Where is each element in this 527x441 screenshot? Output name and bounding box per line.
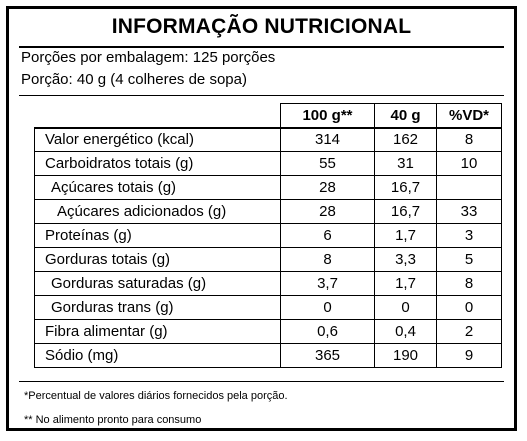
value-vd: 0	[436, 295, 502, 320]
title-divider	[19, 46, 504, 48]
value-100g: 314	[280, 127, 375, 152]
nutrient-name: Gorduras saturadas (g)	[34, 271, 281, 296]
footnote-daily-value: *Percentual de valores diários fornecido…	[24, 390, 288, 402]
nutrient-name: Gorduras trans (g)	[34, 295, 281, 320]
header-100g: 100 g**	[280, 103, 375, 129]
value-vd: 8	[436, 127, 502, 152]
table-row: Valor energético (kcal) 314 162 8	[34, 127, 502, 152]
header-40g: 40 g	[374, 103, 437, 129]
nutrient-name: Proteínas (g)	[34, 223, 281, 248]
value-vd: 5	[436, 247, 502, 272]
value-100g: 365	[280, 343, 375, 368]
nutrient-name: Sódio (mg)	[34, 343, 281, 368]
header-vd: %VD*	[436, 103, 502, 129]
value-100g: 8	[280, 247, 375, 272]
nutrient-name: Gorduras totais (g)	[34, 247, 281, 272]
table-header-row: 100 g** 40 g %VD*	[34, 103, 502, 129]
value-40g: 162	[374, 127, 437, 152]
value-40g: 16,7	[374, 175, 437, 200]
value-100g: 0,6	[280, 319, 375, 344]
value-vd	[436, 175, 502, 200]
value-100g: 28	[280, 175, 375, 200]
nutrient-name: Fibra alimentar (g)	[34, 319, 281, 344]
value-vd: 33	[436, 199, 502, 224]
value-40g: 1,7	[374, 271, 437, 296]
footnote-ready-to-eat: ** No alimento pronto para consumo	[24, 414, 202, 426]
table-row: Gorduras trans (g) 0 0 0	[34, 295, 502, 320]
value-vd: 3	[436, 223, 502, 248]
portion-size: Porção: 40 g (4 colheres de sopa)	[21, 71, 247, 88]
table-row: Proteínas (g) 6 1,7 3	[34, 223, 502, 248]
footnote-divider	[19, 381, 504, 382]
table-row: Sódio (mg) 365 190 9	[34, 343, 502, 368]
serving-divider	[19, 95, 504, 96]
nutrition-label: INFORMAÇÃO NUTRICIONAL Porções por embal…	[6, 6, 517, 431]
table-row: Açúcares totais (g) 28 16,7	[34, 175, 502, 200]
nutrient-name: Açúcares totais (g)	[34, 175, 281, 200]
value-vd: 2	[436, 319, 502, 344]
table-row: Gorduras totais (g) 8 3,3 5	[34, 247, 502, 272]
label-title: INFORMAÇÃO NUTRICIONAL	[111, 15, 412, 38]
value-vd: 10	[436, 151, 502, 176]
value-100g: 3,7	[280, 271, 375, 296]
nutrition-table: 100 g** 40 g %VD* Valor energético (kcal…	[34, 103, 502, 368]
value-40g: 16,7	[374, 199, 437, 224]
value-100g: 6	[280, 223, 375, 248]
value-40g: 1,7	[374, 223, 437, 248]
nutrient-name: Carboidratos totais (g)	[34, 151, 281, 176]
value-40g: 0	[374, 295, 437, 320]
value-100g: 28	[280, 199, 375, 224]
value-40g: 31	[374, 151, 437, 176]
nutrient-name: Açúcares adicionados (g)	[34, 199, 281, 224]
table-row: Açúcares adicionados (g) 28 16,7 33	[34, 199, 502, 224]
value-100g: 55	[280, 151, 375, 176]
table-row: Carboidratos totais (g) 55 31 10	[34, 151, 502, 176]
table-row: Fibra alimentar (g) 0,6 0,4 2	[34, 319, 502, 344]
value-40g: 3,3	[374, 247, 437, 272]
table-row: Gorduras saturadas (g) 3,7 1,7 8	[34, 271, 502, 296]
value-40g: 0,4	[374, 319, 437, 344]
servings-per-package: Porções por embalagem: 125 porções	[21, 49, 276, 66]
header-blank	[34, 103, 281, 129]
nutrient-name: Valor energético (kcal)	[34, 127, 281, 152]
value-vd: 9	[436, 343, 502, 368]
value-40g: 190	[374, 343, 437, 368]
value-100g: 0	[280, 295, 375, 320]
value-vd: 8	[436, 271, 502, 296]
